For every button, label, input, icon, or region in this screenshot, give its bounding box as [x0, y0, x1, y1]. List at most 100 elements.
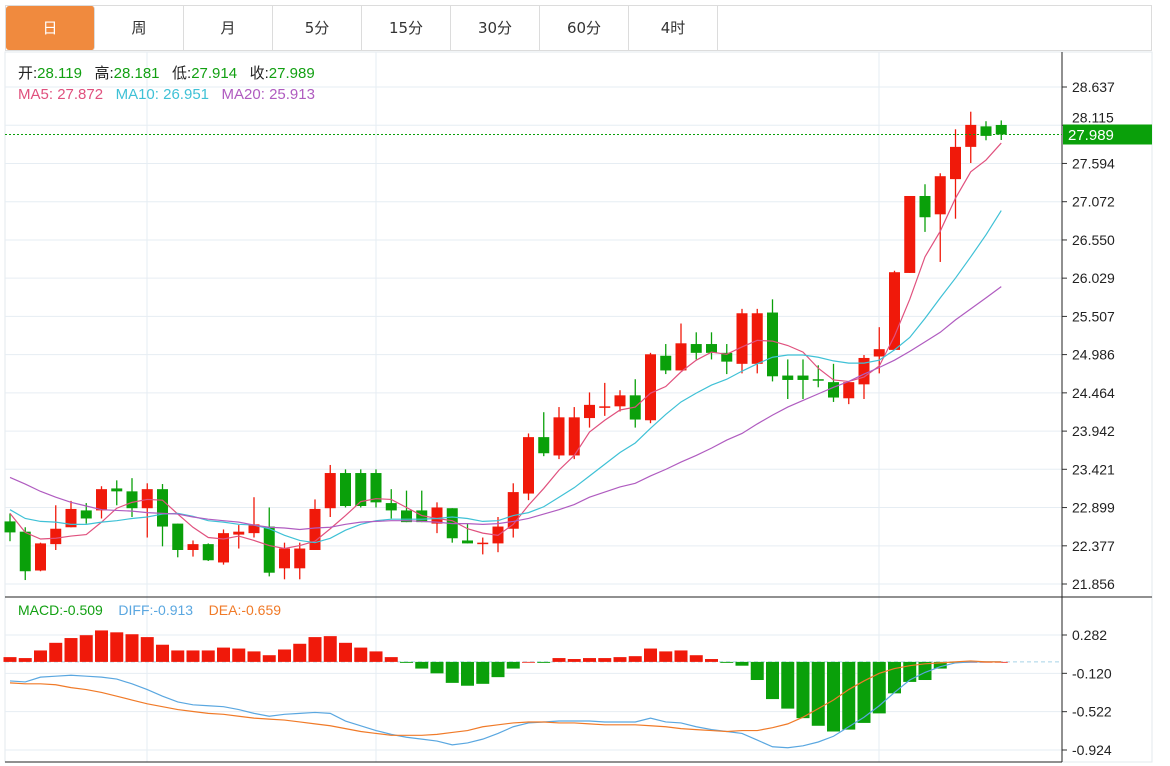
open-label: 开:	[18, 65, 38, 82]
macd-bar	[857, 661, 871, 723]
price-tick-label: 28.637	[1072, 79, 1115, 95]
tab-5min[interactable]: 5分	[273, 6, 362, 50]
candle-body	[904, 195, 916, 273]
candle	[706, 332, 717, 360]
dea-label: DEA:	[208, 602, 242, 618]
tab-4hour[interactable]: 4时	[629, 6, 718, 50]
candle	[477, 537, 489, 555]
candle	[645, 352, 656, 424]
candle-body	[965, 124, 977, 147]
candle-body	[385, 503, 397, 511]
high-value: 28.181	[113, 65, 160, 82]
candle-body	[507, 492, 519, 529]
macd-bar	[567, 659, 581, 662]
macd-bar	[720, 661, 734, 663]
macd-bar	[552, 658, 566, 662]
dea-line	[9, 660, 1002, 736]
macd-bar	[918, 661, 932, 681]
macd-bar	[811, 661, 825, 726]
candle	[568, 407, 580, 460]
candle	[675, 323, 687, 371]
candle-body	[202, 544, 214, 561]
macd-bar	[842, 661, 856, 730]
macd-bar	[583, 658, 596, 662]
candle-body	[980, 126, 992, 136]
candle-body	[96, 489, 107, 511]
candle	[767, 299, 778, 382]
macd-bar	[659, 651, 673, 662]
candle	[782, 359, 794, 400]
candle	[507, 483, 519, 538]
candle	[263, 507, 275, 577]
tab-30min[interactable]: 30分	[451, 6, 540, 50]
candle	[843, 382, 855, 405]
candle-body	[477, 542, 489, 545]
dea-value: -0.659	[241, 602, 282, 618]
macd-bar	[613, 657, 627, 662]
macd-bar	[781, 661, 795, 709]
candle-body	[690, 344, 702, 353]
candle-body	[248, 524, 260, 534]
ma10-label: MA10:	[115, 86, 159, 103]
candle	[50, 505, 62, 550]
candle	[690, 332, 702, 360]
candle-body	[279, 548, 290, 569]
candle-body	[782, 375, 794, 380]
macd-bar	[110, 632, 124, 662]
macd-tick-label: -0.120	[1072, 665, 1112, 681]
ma5-label: MA5:	[18, 86, 54, 103]
candle	[584, 392, 595, 428]
macd-bar	[430, 661, 444, 674]
macd-bar	[171, 650, 185, 662]
close-value: 27.989	[268, 65, 315, 82]
candle-body	[675, 343, 687, 371]
price-tick-label: 22.377	[1072, 538, 1115, 554]
ma10-value: 26.951	[163, 86, 210, 103]
candle	[904, 195, 916, 273]
ma20-line	[9, 286, 1002, 531]
tab-week[interactable]: 周	[95, 6, 184, 50]
candle	[950, 129, 961, 219]
price-tick-label: 28.115	[1072, 109, 1114, 125]
candle	[248, 497, 260, 538]
macd-bar	[186, 650, 200, 662]
candle	[218, 529, 229, 565]
macd-legend: MACD:-0.509 DIFF:-0.913 DEA:-0.659	[18, 602, 281, 618]
macd-bar	[476, 661, 490, 684]
candle-body	[401, 510, 412, 523]
candle-body	[706, 344, 717, 353]
macd-bar	[140, 637, 154, 662]
tab-month[interactable]: 月	[184, 6, 273, 50]
tab-15min[interactable]: 15分	[362, 6, 451, 50]
macd-bar	[598, 658, 612, 662]
candle	[157, 484, 168, 547]
candle	[111, 480, 123, 506]
tab-60min[interactable]: 60分	[540, 6, 629, 50]
tab-day[interactable]: 日	[6, 6, 95, 50]
candle-body	[614, 395, 626, 407]
candle	[4, 513, 16, 542]
candle-body	[111, 488, 123, 492]
candle	[919, 184, 931, 232]
candle-body	[919, 195, 931, 218]
candle-body	[19, 531, 31, 572]
candle	[797, 359, 809, 400]
macd-bar	[400, 661, 413, 663]
candle	[35, 542, 46, 572]
macd-bar	[125, 634, 139, 662]
macd-bar	[232, 648, 246, 662]
candle	[736, 308, 748, 374]
candle-body	[157, 489, 168, 527]
macd-bar	[461, 661, 474, 686]
ma5-line	[9, 142, 1002, 550]
macd-bar	[262, 655, 276, 662]
candle-body	[995, 124, 1007, 135]
macd-bar	[491, 661, 505, 678]
macd-bar	[735, 661, 749, 666]
candle-body	[843, 382, 855, 399]
macd-bar	[95, 630, 108, 662]
price-tick-label: 26.550	[1072, 232, 1115, 248]
macd-bar	[827, 661, 840, 732]
candle	[980, 121, 992, 141]
